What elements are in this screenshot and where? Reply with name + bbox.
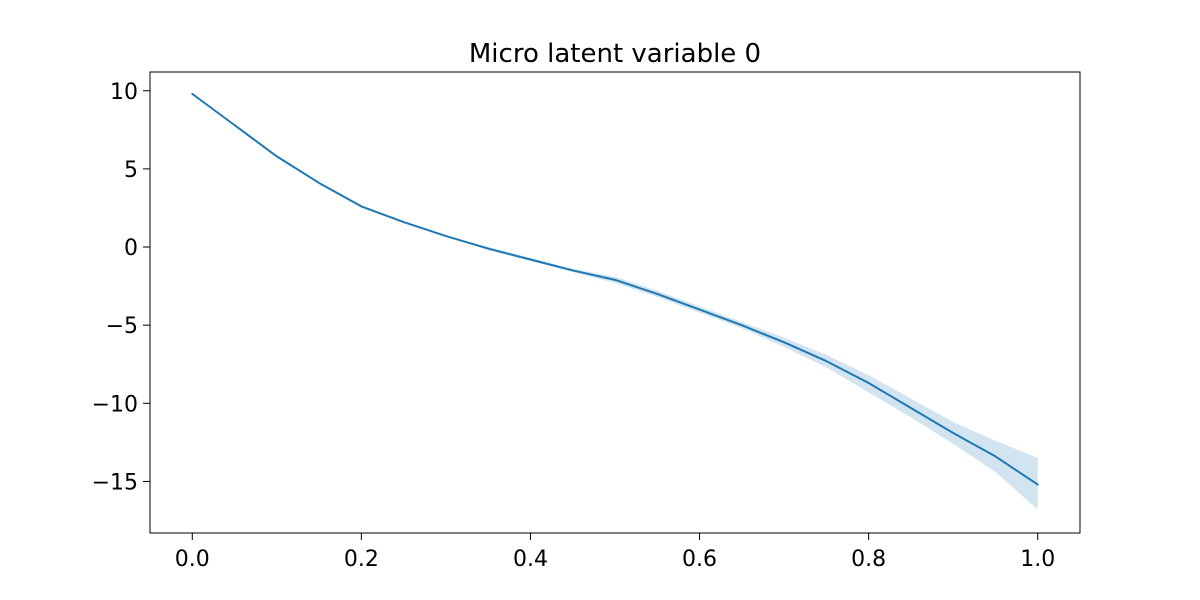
y-tick-label: −5 [106,314,138,339]
series-0-line [191,92,1039,486]
y-tick-label: 10 [110,80,138,105]
y-tick-label: 5 [124,158,138,183]
chart-title: Micro latent variable 0 [469,39,761,69]
x-tick-label: 0.6 [682,547,717,572]
plot-area [191,92,1039,510]
y-tick-label: 0 [124,236,138,261]
y-tick-label: −10 [92,392,138,417]
x-tick-label: 0.8 [851,547,886,572]
x-tick-label: 0.4 [513,547,548,572]
axes: 0.0 0.2 0.4 0.6 0.8 1.0 10 5 0 −5 −10 −15 [92,80,1056,572]
x-tick-label: 0.0 [175,547,210,572]
x-tick-label: 0.2 [344,547,379,572]
x-tick-label: 1.0 [1020,547,1055,572]
y-tick-label: −15 [92,470,138,495]
axes-frame [149,71,1081,534]
